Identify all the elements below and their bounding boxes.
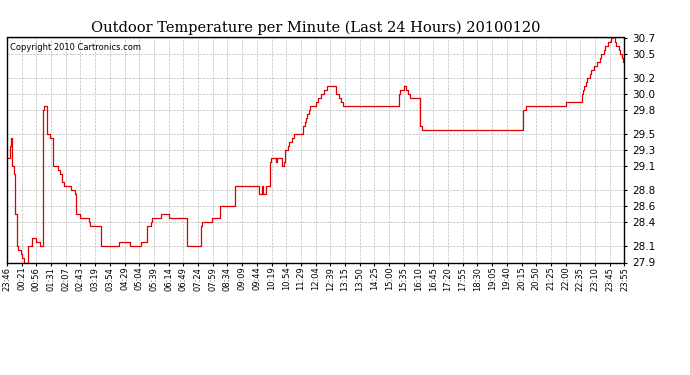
- Title: Outdoor Temperature per Minute (Last 24 Hours) 20100120: Outdoor Temperature per Minute (Last 24 …: [91, 21, 540, 35]
- Text: Copyright 2010 Cartronics.com: Copyright 2010 Cartronics.com: [10, 43, 141, 52]
